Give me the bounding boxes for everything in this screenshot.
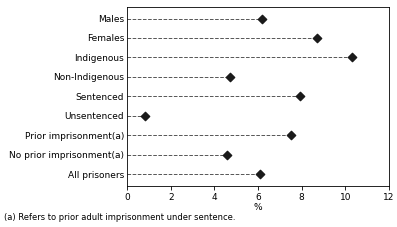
X-axis label: %: % — [254, 203, 262, 212]
Point — [259, 17, 266, 20]
Point — [257, 173, 264, 176]
Point — [226, 75, 233, 79]
Point — [314, 36, 320, 40]
Point — [287, 134, 294, 137]
Point — [224, 153, 231, 157]
Point — [349, 56, 355, 59]
Point — [141, 114, 148, 118]
Text: (a) Refers to prior adult imprisonment under sentence.: (a) Refers to prior adult imprisonment u… — [4, 213, 235, 222]
Point — [296, 95, 303, 98]
